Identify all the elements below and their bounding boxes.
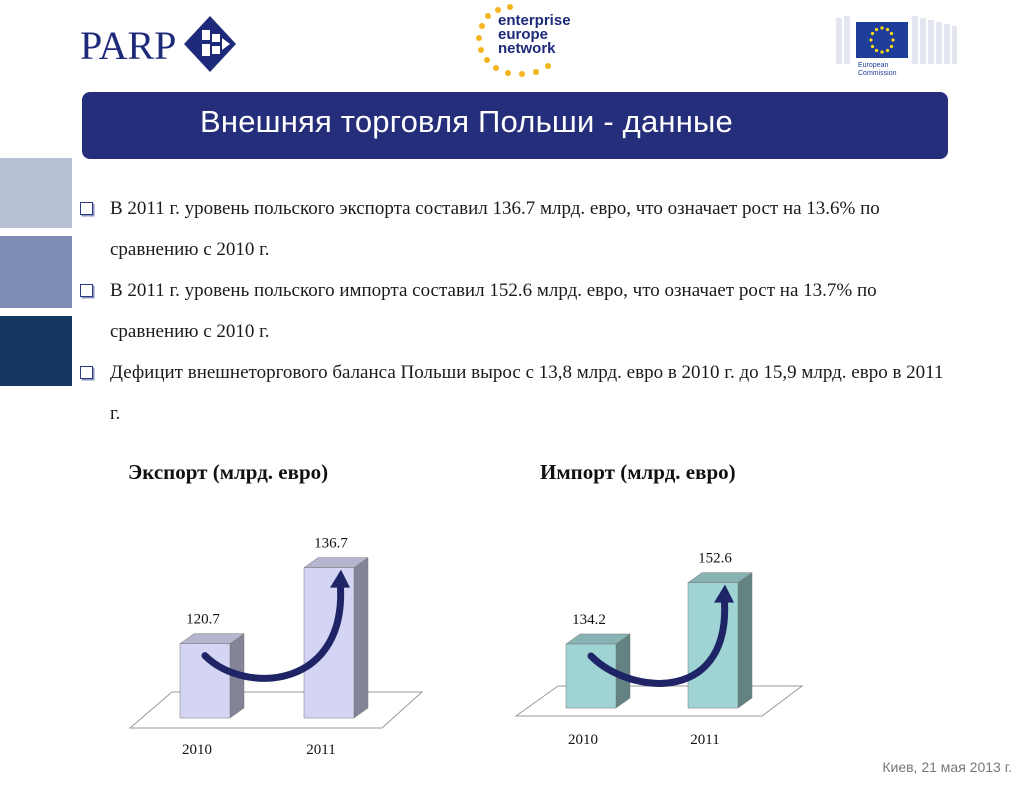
side-decor-block-1: [0, 158, 72, 228]
x-tick-label: 2010: [182, 742, 212, 758]
x-tick-label: 2011: [690, 732, 719, 748]
parp-logo: PARP: [80, 14, 240, 74]
x-tick-label: 2010: [568, 732, 598, 748]
european-commission-logo: European Commission: [834, 14, 958, 80]
growth-arrow-head: [714, 584, 734, 603]
bullet-item: Дефицит внешнеторгового баланса Польши в…: [80, 352, 950, 434]
checkbox-bullet-icon: [80, 202, 93, 215]
side-decor-block-2: [0, 236, 72, 308]
growth-arrow-head: [330, 569, 350, 588]
ec-building-icon: [836, 16, 957, 64]
export-chart-title: Экспорт (млрд. евро): [128, 460, 329, 484]
growth-arrow: [587, 591, 729, 687]
x-tick-label: 2011: [306, 742, 335, 758]
import-chart: 134.2 2010 152.6 2011: [514, 551, 804, 748]
growth-arrow: [201, 576, 345, 682]
export-chart: 120.7 2010 136.7 2011: [128, 536, 424, 758]
checkbox-bullet-icon: [80, 284, 93, 297]
parp-diamond-icon: [184, 16, 236, 72]
een-logo: enterprise europe network: [474, 2, 574, 82]
parp-logo-text: PARP: [80, 23, 177, 68]
bullet-item: В 2011 г. уровень польского импорта сост…: [80, 270, 950, 352]
chart-floor: [514, 685, 804, 717]
data-label: 120.7: [186, 612, 220, 628]
bullet-text: В 2011 г. уровень польского импорта сост…: [110, 280, 877, 342]
data-label: 134.2: [572, 612, 606, 628]
footer-date: Киев, 21 мая 2013 г.: [882, 759, 1012, 775]
import-chart-title: Импорт (млрд. евро): [540, 460, 736, 484]
data-label: 136.7: [314, 536, 348, 552]
page-title: Внешняя торговля Польши - данные: [200, 104, 733, 139]
bullet-item: В 2011 г. уровень польского экспорта сос…: [80, 188, 950, 270]
data-label: 152.6: [698, 551, 732, 567]
bar-side: [737, 572, 753, 709]
chart-floor: [128, 691, 424, 729]
bar-side: [353, 557, 369, 719]
een-stars-icon: [476, 4, 551, 77]
ec-logo-text: European Commission: [858, 62, 897, 77]
side-decor-block-3: [0, 316, 72, 386]
bullet-text: В 2011 г. уровень польского экспорта сос…: [110, 198, 880, 260]
title-bar: Внешняя торговля Польши - данные: [82, 92, 948, 159]
bullet-text: Дефицит внешнеторгового баланса Польши в…: [110, 362, 944, 424]
eu-flag-icon: [856, 22, 908, 58]
checkbox-bullet-icon: [80, 366, 93, 379]
een-logo-text: enterprise europe network: [498, 12, 571, 57]
bar: [687, 582, 739, 709]
bullet-list: В 2011 г. уровень польского экспорта сос…: [80, 188, 950, 434]
